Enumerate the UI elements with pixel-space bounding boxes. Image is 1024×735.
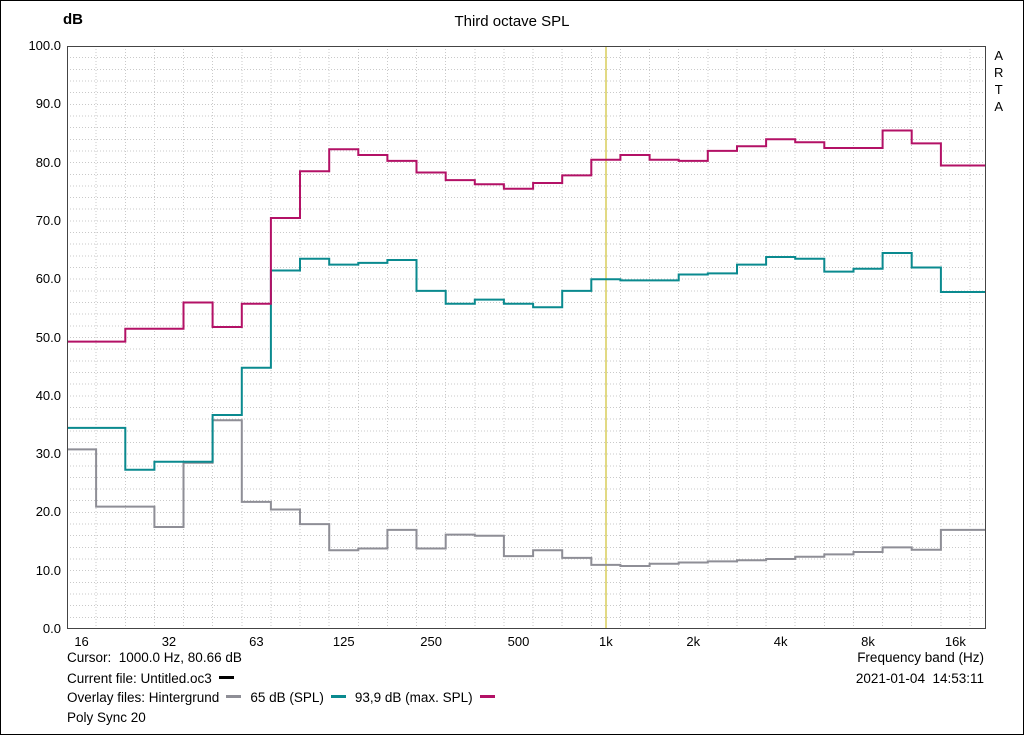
current-file-row: Current file: Untitled.oc3: [67, 671, 243, 686]
cursor-readout: Cursor: 1000.0 Hz, 80.66 dB: [67, 650, 242, 665]
x-axis-title: Frequency band (Hz): [857, 650, 984, 665]
series-65-db-spl: [67, 252, 986, 471]
y-tick-label: 10.0: [35, 562, 61, 578]
x-tick-label: 250: [420, 634, 442, 649]
y-axis-unit-label: dB: [63, 11, 83, 28]
x-tick-label: 8k: [861, 634, 875, 649]
legend-swatch-93-9-db-max-spl: [479, 695, 495, 699]
y-tick-label: 20.0: [35, 504, 61, 520]
x-tick-label: 32: [161, 634, 177, 649]
y-tick-label: 100.0: [28, 38, 61, 53]
y-tick-label: 30.0: [35, 446, 61, 462]
x-tick-label: 125: [332, 634, 355, 649]
series-93-9-db-max-spl: [67, 129, 986, 343]
y-tick-label: 60.0: [35, 271, 61, 287]
y-tick-label: 50.0: [35, 329, 61, 345]
spl-plot-area[interactable]: [67, 46, 986, 629]
series-hintergrund: [67, 419, 986, 567]
x-tick-label: 63: [249, 634, 264, 649]
overlay-name-93-9-db-max-spl: 93,9 dB (max. SPL): [354, 690, 473, 705]
arta-watermark: A R T A: [994, 48, 1004, 114]
overlay-name-hintergrund: Hintergrund: [148, 690, 220, 705]
overlay-files-label: Overlay files:: [67, 690, 149, 705]
x-tick-label: 16: [74, 634, 89, 649]
x-tick-label: 4k: [773, 634, 788, 649]
chart-title: Third octave SPL: [454, 13, 570, 30]
y-tick-label: 90.0: [35, 96, 61, 112]
x-tick-label: 500: [507, 634, 530, 649]
x-tick-label: 2k: [686, 634, 701, 649]
current-file-label: Current file: Untitled.oc3: [67, 671, 212, 686]
legend-swatch-hintergrund: [226, 695, 242, 699]
overlay-name-65-db-spl: 65 dB (SPL): [250, 690, 324, 705]
y-tick-label: 70.0: [35, 212, 61, 228]
y-tick-label: 40.0: [35, 387, 61, 403]
plot-border: [67, 46, 986, 629]
current-file-swatch: [218, 676, 234, 680]
timestamp: 2021-01-04 14:53:11: [855, 671, 984, 686]
x-tick-label: 16k: [944, 634, 966, 649]
x-tick-label: 1k: [598, 634, 613, 649]
overlay-note: Poly Sync 20: [67, 710, 146, 725]
y-tick-label: 80.0: [35, 154, 61, 170]
legend-swatch-65-db-spl: [330, 695, 346, 699]
overlay-files-row: Overlay files: Hintergrund 65 dB (SPL) 93,…: [67, 690, 504, 705]
y-tick-label: 0.0: [42, 621, 61, 636]
